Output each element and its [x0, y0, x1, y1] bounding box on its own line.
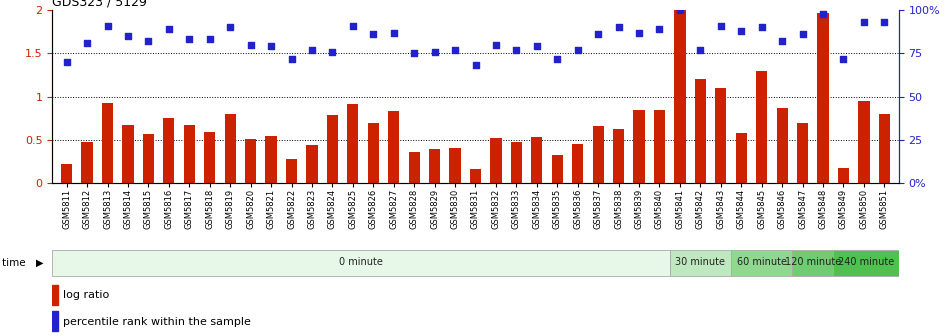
Bar: [450, 148, 460, 183]
Bar: [731, 250, 792, 276]
Bar: [102, 103, 113, 183]
Point: [754, 25, 769, 30]
Text: 240 minute: 240 minute: [838, 257, 894, 267]
Bar: [859, 101, 869, 183]
Bar: [654, 111, 665, 183]
Point: [407, 51, 422, 56]
Text: 60 minute: 60 minute: [737, 257, 786, 267]
Point: [550, 56, 565, 61]
Bar: [532, 137, 542, 183]
Bar: [511, 142, 522, 183]
Point: [651, 27, 667, 32]
Point: [692, 47, 708, 52]
Bar: [429, 150, 440, 183]
Point: [774, 39, 789, 44]
Bar: [347, 103, 359, 183]
Point: [591, 32, 606, 37]
Bar: [143, 134, 154, 183]
Bar: [52, 250, 670, 276]
Point: [345, 23, 360, 28]
Point: [733, 28, 748, 34]
Text: log ratio: log ratio: [64, 290, 109, 300]
Point: [856, 19, 871, 25]
Bar: [715, 88, 727, 183]
Point: [836, 56, 851, 61]
Bar: [592, 126, 604, 183]
Bar: [245, 139, 256, 183]
Bar: [879, 114, 890, 183]
Text: percentile rank within the sample: percentile rank within the sample: [64, 317, 251, 327]
Bar: [797, 123, 808, 183]
Point: [631, 30, 647, 35]
Point: [509, 47, 524, 52]
Point: [672, 7, 688, 13]
Point: [815, 11, 830, 16]
Bar: [368, 123, 378, 183]
Point: [121, 33, 136, 39]
Bar: [61, 164, 72, 183]
Point: [427, 49, 442, 54]
Bar: [286, 159, 297, 183]
Bar: [491, 138, 501, 183]
Bar: [573, 144, 583, 183]
Bar: [670, 250, 731, 276]
Point: [713, 23, 728, 28]
Point: [182, 37, 197, 42]
Point: [243, 42, 259, 47]
Bar: [164, 118, 174, 183]
Bar: [613, 129, 624, 183]
Point: [80, 40, 95, 46]
Point: [877, 19, 892, 25]
Bar: [833, 250, 899, 276]
Bar: [695, 79, 706, 183]
Point: [162, 27, 177, 32]
Point: [263, 44, 279, 49]
Bar: [818, 13, 828, 183]
Bar: [792, 250, 833, 276]
Bar: [756, 71, 767, 183]
Bar: [736, 133, 747, 183]
Text: 0 minute: 0 minute: [340, 257, 383, 267]
Bar: [265, 135, 277, 183]
Bar: [388, 111, 399, 183]
Bar: [52, 285, 58, 304]
Point: [795, 32, 810, 37]
Text: time: time: [2, 258, 29, 268]
Point: [59, 59, 74, 65]
Point: [100, 23, 115, 28]
Bar: [224, 114, 236, 183]
Bar: [306, 145, 318, 183]
Point: [284, 56, 300, 61]
Point: [488, 42, 503, 47]
Text: GDS323 / 5129: GDS323 / 5129: [52, 0, 147, 9]
Bar: [327, 115, 338, 183]
Bar: [777, 108, 787, 183]
Bar: [82, 141, 92, 183]
Point: [611, 25, 626, 30]
Point: [366, 32, 381, 37]
Bar: [204, 132, 215, 183]
Point: [570, 47, 585, 52]
Point: [203, 37, 218, 42]
Point: [448, 47, 463, 52]
Point: [468, 63, 483, 68]
Bar: [674, 10, 686, 183]
Text: 120 minute: 120 minute: [785, 257, 841, 267]
Bar: [184, 125, 195, 183]
Point: [325, 49, 340, 54]
Bar: [123, 125, 133, 183]
Point: [304, 47, 320, 52]
Point: [223, 25, 238, 30]
Bar: [552, 155, 563, 183]
Point: [141, 39, 156, 44]
Bar: [52, 311, 58, 331]
Point: [386, 30, 401, 35]
Bar: [838, 168, 849, 183]
Text: ▶: ▶: [36, 258, 44, 268]
Bar: [470, 169, 481, 183]
Text: 30 minute: 30 minute: [675, 257, 726, 267]
Bar: [409, 152, 419, 183]
Point: [529, 44, 544, 49]
Bar: [633, 111, 645, 183]
